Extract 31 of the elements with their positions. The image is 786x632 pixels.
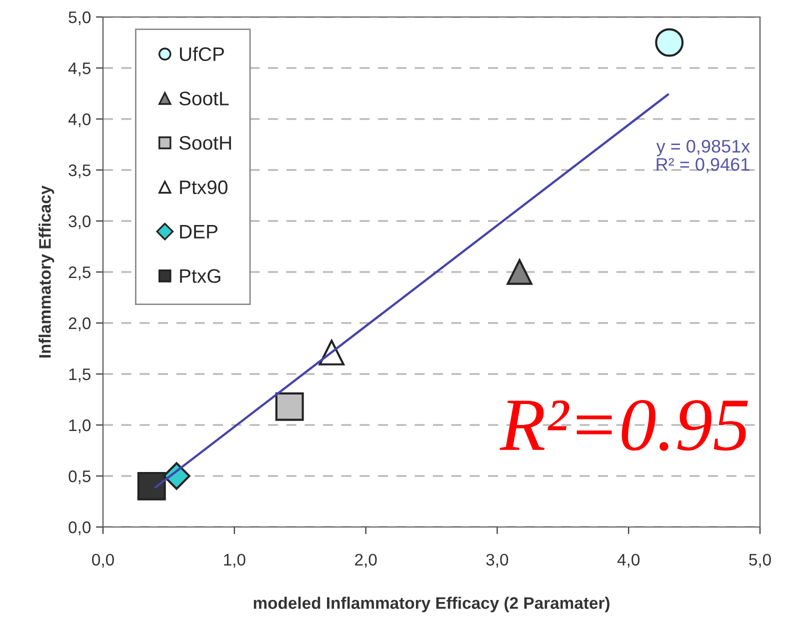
point — [506, 259, 532, 285]
x-tick-label: 5,0 — [749, 554, 771, 568]
point — [137, 472, 166, 500]
y-tick-label: 3,5 — [68, 164, 90, 178]
legend-label: UfCP — [180, 46, 224, 62]
y-tick-label: 2,5 — [68, 266, 90, 280]
x-axis-title: modeled Inflammatory Efficacy (2 Paramater) — [254, 596, 610, 612]
x-tick-label: 4,0 — [617, 554, 640, 568]
legend-label: DEP — [180, 224, 218, 238]
legend-label: SootL — [179, 92, 229, 106]
y-tick-label: 0,5 — [68, 470, 90, 484]
y-axis-title: Inflammatory Efficacy — [38, 185, 54, 358]
y-tick-label: 4,5 — [68, 62, 90, 76]
point — [655, 28, 684, 57]
legend-label: SootH — [179, 136, 231, 150]
legend-label: PtxG — [180, 269, 220, 283]
y-tick-label: 3,0 — [68, 215, 91, 230]
x-tick-label: 2,0 — [355, 554, 377, 568]
annotation: R²=0.95 — [500, 400, 748, 451]
x-tick-label: 3,0 — [486, 554, 508, 568]
x-tick-label: 1,0 — [224, 554, 246, 568]
legend-label: Ptx90 — [180, 180, 228, 194]
annotation: y = 0,9851x R² = 0,9461 — [656, 140, 750, 173]
y-tick-label: 4,0 — [68, 113, 91, 128]
x-tick-label: 0,0 — [92, 554, 114, 568]
y-tick-label: 1,0 — [69, 419, 91, 434]
y-tick-label: 5,0 — [68, 11, 91, 26]
y-tick-label: 1,5 — [69, 368, 90, 382]
y-tick-label: 2,0 — [68, 317, 91, 332]
point — [275, 392, 304, 421]
y-tick-label: 0,0 — [68, 521, 91, 536]
